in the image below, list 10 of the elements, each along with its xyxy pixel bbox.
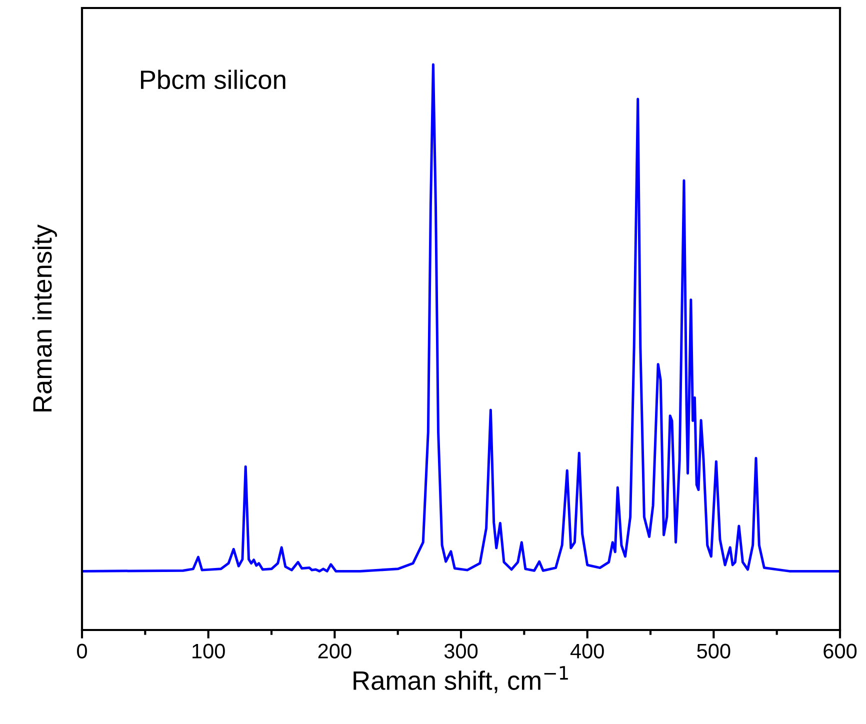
x-tick-label: 200 — [318, 644, 352, 658]
x-axis-title: Raman shift, cm$^{−1}$ — [354, 666, 568, 694]
x-tick-label: 0 — [77, 644, 87, 658]
y-axis-title: Raman intensity — [32, 224, 57, 412]
x-tick-label: 600 — [824, 644, 857, 658]
x-tick-label: 400 — [570, 644, 604, 658]
x-tick-label: 500 — [697, 644, 730, 658]
x-tick-label: 300 — [444, 644, 478, 658]
annotation: Pbcm silicon — [141, 70, 286, 90]
x-tick-label: 100 — [192, 644, 225, 658]
